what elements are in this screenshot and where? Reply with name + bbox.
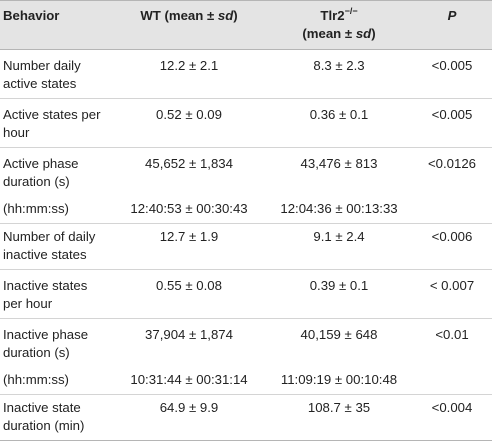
row-label: Inactive states per hour (0, 269, 112, 319)
tlr2-value: 12:04:36 ± 00:13:33 (280, 201, 398, 216)
p-value: <0.0126 (412, 147, 492, 196)
row-label: (hh:mm:ss) (3, 372, 69, 387)
table-row: Number daily active states 12.2 ± 2.1 8.3… (0, 50, 492, 99)
table-row: Number of daily inactive states 12.7 ± 1.… (0, 223, 492, 270)
row-label: Number daily active states (3, 58, 81, 91)
header-p-value: P (412, 0, 492, 50)
table-row: Active phase duration (s) 45,652 ± 1,834 … (0, 147, 492, 196)
wt-value: 0.52 ± 0.09 (112, 98, 266, 148)
table-row: (hh:mm:ss) 10:31:44 ± 00:31:14 11:09:19 … (0, 367, 492, 395)
row-label: Active states per hour (0, 98, 112, 148)
wt-value: 0.55 ± 0.08 (112, 269, 266, 319)
p-value: < 0.007 (412, 269, 492, 319)
row-label: Number of daily inactive states (0, 223, 112, 270)
wt-value: 12.2 ± 2.1 (159, 58, 219, 73)
tlr2-value: 8.3 ± 2.3 (313, 58, 365, 73)
table-row: Inactive states per hour 0.55 ± 0.08 0.39… (0, 269, 492, 319)
p-value: <0.004 (412, 394, 492, 441)
tlr2-value: 43,476 ± 813 (266, 147, 412, 196)
table-row: Inactive phase duration (s) 37,904 ± 1,87… (0, 318, 492, 367)
p-value (412, 196, 492, 224)
row-label: Inactive state duration (min) (0, 394, 112, 441)
wt-value: 45,652 ± 1,834 (112, 147, 266, 196)
row-label: Inactive phase duration (s) (0, 318, 112, 367)
wt-value: 37,904 ± 1,874 (112, 318, 266, 367)
p-value: <0.005 (412, 98, 492, 148)
p-value: <0.01 (412, 318, 492, 367)
p-value: <0.006 (412, 223, 492, 270)
tlr2-value: 9.1 ± 2.4 (266, 223, 412, 270)
tlr2-value: 108.7 ± 35 (266, 394, 412, 441)
tlr2-value: 0.39 ± 0.1 (266, 269, 412, 319)
wt-value: 64.9 ± 9.9 (112, 394, 266, 441)
p-value: <0.005 (431, 58, 473, 73)
tlr2-value: 0.36 ± 0.1 (266, 98, 412, 148)
wt-value: 12.7 ± 1.9 (112, 223, 266, 270)
table-row: Inactive state duration (min) 64.9 ± 9.9 … (0, 394, 492, 441)
row-label: (hh:mm:ss) (3, 201, 69, 216)
wt-value: 12:40:53 ± 00:30:43 (130, 201, 248, 216)
table-header-row: Behavior WT (mean ± sd) Tlr2−/− (mean ± s… (0, 0, 492, 50)
p-value (412, 367, 492, 395)
table-row: (hh:mm:ss) 12:40:53 ± 00:30:43 12:04:36 … (0, 196, 492, 224)
tlr2-value: 11:09:19 ± 00:10:48 (280, 372, 398, 387)
header-wt: WT (mean ± sd) (112, 0, 266, 50)
table-row: Active states per hour 0.52 ± 0.09 0.36 ±… (0, 98, 492, 148)
header-behavior: Behavior (0, 0, 112, 50)
header-tlr2: Tlr2−/− (mean ± sd) (266, 0, 412, 50)
tlr2-value: 40,159 ± 648 (266, 318, 412, 367)
wt-value: 10:31:44 ± 00:31:14 (130, 372, 248, 387)
row-label: Active phase duration (s) (0, 147, 112, 196)
